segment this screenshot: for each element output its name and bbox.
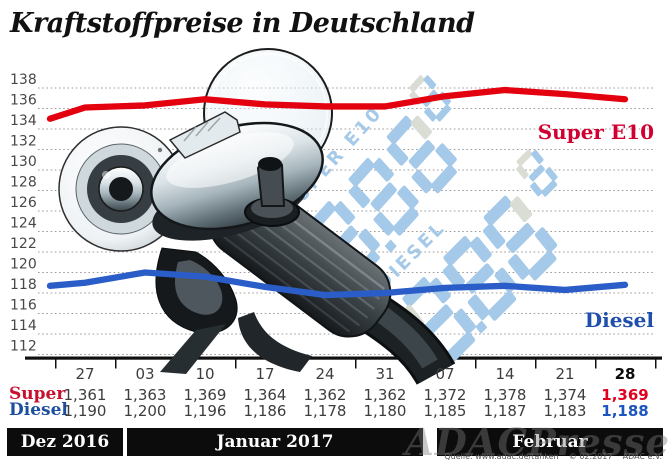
period-bar-februar: Februar [437, 428, 663, 456]
diesel-price-cell: 1,183 [543, 402, 587, 420]
diesel-price-cell: 1,180 [363, 402, 407, 420]
date-cell: 28 [614, 365, 636, 383]
period-bar-dez-2016: Dez 2016 [7, 428, 123, 456]
date-cell: 07 [435, 365, 455, 383]
x-axis-tick [355, 359, 357, 369]
series-label-super-e10: Super E10 [538, 120, 654, 144]
diesel-price-cell: 1,188 [601, 402, 649, 420]
date-cell: 03 [135, 365, 155, 383]
page-title: Kraftstoffpreise in Deutschland [10, 8, 475, 39]
super-price-row: 1,361 1,363 1,369 1,364 1,362 1,362 1,372 1,378… [0, 386, 668, 404]
diesel-price-cell: 1,190 [63, 402, 107, 420]
price-line-diesel [46, 269, 629, 299]
row-label-diesel: Diesel [9, 400, 68, 420]
y-axis-label: 126 [10, 195, 37, 211]
x-axis-tick [595, 359, 597, 369]
diesel-price-cell: 1,185 [423, 402, 467, 420]
y-axis-label: 136 [10, 93, 37, 109]
diesel-price-cell: 1,187 [483, 402, 527, 420]
x-axis-tick [655, 359, 657, 369]
segment-digit [483, 195, 558, 281]
y-axis-label: 120 [10, 257, 37, 273]
y-axis-label: 128 [10, 175, 37, 191]
date-cell: 31 [375, 365, 395, 383]
x-axis-tick [535, 359, 537, 369]
y-axis-label: 134 [10, 113, 37, 129]
diesel-price-cell: 1,186 [243, 402, 287, 420]
y-axis-label: 114 [10, 318, 37, 334]
date-cell: 21 [555, 365, 575, 383]
y-axis-label: 130 [10, 154, 37, 170]
super-price-cell: 1,374 [543, 386, 587, 404]
y-axis-label: 116 [10, 298, 37, 314]
diesel-price-cell: 1,178 [303, 402, 347, 420]
x-axis-tick [55, 359, 57, 369]
y-axis-label: 112 [10, 339, 37, 355]
date-cell: 14 [495, 365, 515, 383]
y-axis-label: 138 [10, 72, 37, 88]
knob [244, 157, 300, 227]
x-axis-tick [115, 359, 117, 369]
super-price-cell: 1,361 [63, 386, 107, 404]
date-cell: 17 [255, 365, 275, 383]
super-price-cell: 1,369 [183, 386, 227, 404]
lower-lever [238, 312, 312, 372]
super-price-cell: 1,369 [601, 386, 649, 404]
date-row: 27 03 10 17 24 31 07 14 21 28 [0, 365, 668, 383]
super-price-cell: 1,362 [303, 386, 347, 404]
tank-opening-ring [58, 126, 184, 252]
date-cell: 24 [315, 365, 335, 383]
lever-arm [160, 324, 226, 374]
super-price-cell: 1,364 [243, 386, 287, 404]
y-axis-label: 124 [10, 216, 37, 232]
series-label-diesel: Diesel [585, 308, 655, 332]
segment-digit [386, 115, 457, 194]
segment-digit [348, 158, 419, 236]
cap-tab [168, 111, 241, 159]
x-axis-tick [235, 359, 237, 369]
period-bar-januar-2017: Januar 2017 [127, 428, 423, 456]
decimal-dot [384, 239, 397, 253]
x-axis-tick [475, 359, 477, 369]
super-price-cell: 1,362 [363, 386, 407, 404]
data-lines [46, 86, 629, 299]
price-line-super-e10 [46, 86, 629, 122]
y-axis-label: 118 [10, 277, 37, 293]
x-axis-line [25, 356, 662, 360]
row-label-super: Super [9, 384, 66, 404]
source-note: Quelle: www.adac.de/tanken © 02.2017 ADA… [444, 452, 662, 461]
date-cell: 27 [75, 365, 95, 383]
head-highlight [166, 132, 294, 188]
date-cell: 10 [195, 365, 215, 383]
pump-nozzle-illustration [58, 48, 456, 386]
diesel-price-cell: 1,200 [123, 402, 167, 420]
super-price-cell: 1,363 [123, 386, 167, 404]
super-price-cell: 1,372 [423, 386, 467, 404]
decimal-dot [475, 320, 488, 334]
diesel-price-row: 1,190 1,200 1,196 1,186 1,178 1,180 1,185 1,187… [0, 402, 668, 420]
segment-digit [516, 149, 558, 197]
super-price-cell: 1,378 [483, 386, 527, 404]
y-axis-label: 132 [10, 134, 37, 150]
y-axis-label: 122 [10, 236, 37, 252]
diesel-price-cell: 1,196 [183, 402, 227, 420]
